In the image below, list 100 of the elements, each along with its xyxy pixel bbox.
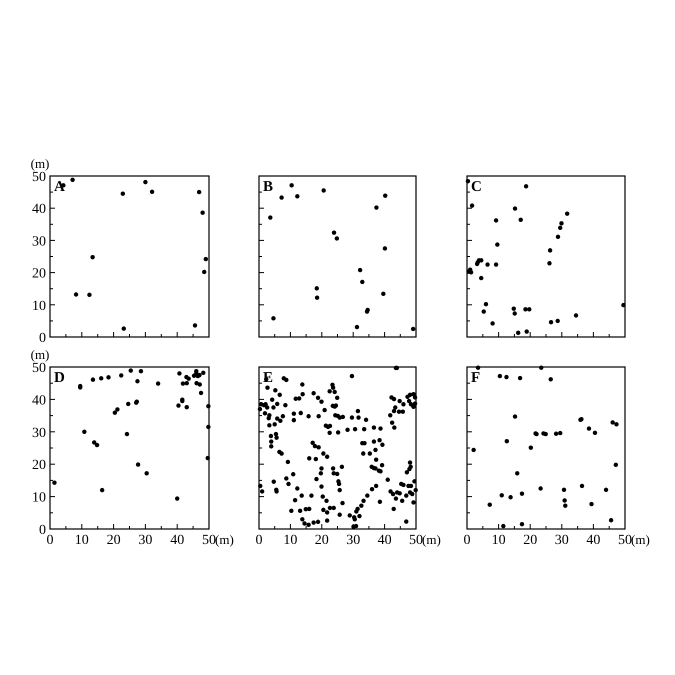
x-tick-label: 10 <box>74 533 89 548</box>
point <box>358 268 362 272</box>
point <box>70 178 75 182</box>
point <box>295 194 300 198</box>
point <box>332 230 336 235</box>
x-tick-label: 10 <box>492 533 506 548</box>
y-tick-label: 20 <box>32 458 46 474</box>
point <box>556 234 560 240</box>
point <box>383 193 388 198</box>
point <box>192 323 198 328</box>
point <box>490 321 495 326</box>
point <box>206 456 210 460</box>
point <box>524 329 529 334</box>
point <box>494 262 498 267</box>
point <box>204 256 208 262</box>
y-axis-title: (m) <box>30 156 50 171</box>
point <box>279 195 284 200</box>
point <box>471 448 476 452</box>
y-tick-label: 20 <box>32 266 46 282</box>
x-tick-label: 40 <box>170 533 184 548</box>
x-tick-label: 30 <box>346 533 360 548</box>
point <box>608 518 614 522</box>
point <box>374 205 379 210</box>
point <box>314 286 319 291</box>
x-axis-title: (m) <box>631 532 650 547</box>
point <box>119 373 124 378</box>
y-tick-label: 50 <box>32 361 46 376</box>
point <box>196 190 202 194</box>
point <box>501 524 506 528</box>
point <box>539 365 544 370</box>
point <box>504 374 509 380</box>
point <box>354 324 360 330</box>
point <box>520 491 524 496</box>
x-tick-label: 20 <box>314 533 329 548</box>
point <box>604 488 608 492</box>
point <box>268 215 273 220</box>
point <box>206 424 211 430</box>
point <box>106 375 111 380</box>
point <box>100 488 104 492</box>
point <box>559 221 564 226</box>
point <box>520 522 524 526</box>
point <box>124 432 130 436</box>
point <box>504 438 510 444</box>
point <box>610 420 615 425</box>
y-tick-label: 30 <box>32 426 46 441</box>
point <box>94 442 100 448</box>
point <box>112 410 118 415</box>
x-tick-label: 20 <box>106 533 121 548</box>
y-tick-label: 30 <box>32 234 46 250</box>
point <box>548 248 552 253</box>
point <box>126 402 130 406</box>
point <box>99 376 104 381</box>
point <box>614 462 618 468</box>
point <box>122 326 126 331</box>
chart-title: C <box>471 179 482 195</box>
point <box>135 379 140 384</box>
point <box>524 184 528 189</box>
point <box>271 316 276 321</box>
y-tick-label: 40 <box>32 393 46 408</box>
point <box>562 498 567 503</box>
y-tick-label: 0 <box>39 331 46 346</box>
x-axis-title: (m) <box>215 532 234 547</box>
x-axis-title: (m) <box>422 532 441 547</box>
point <box>562 488 566 492</box>
point <box>74 292 78 297</box>
point <box>360 280 365 284</box>
point <box>198 382 202 387</box>
point <box>512 206 518 211</box>
point <box>177 371 182 376</box>
point <box>202 270 206 274</box>
point <box>176 403 181 408</box>
point <box>92 440 96 445</box>
x-tick-label: 30 <box>138 533 152 548</box>
point <box>592 430 598 435</box>
point <box>512 414 518 419</box>
point <box>410 326 416 332</box>
x-tick-label: 40 <box>378 533 392 548</box>
point <box>175 496 180 501</box>
point <box>558 430 562 436</box>
x-tick-label: 10 <box>283 533 298 548</box>
point <box>321 188 326 193</box>
point <box>52 480 57 485</box>
y-tick-label: 10 <box>32 490 46 506</box>
point <box>466 178 470 184</box>
point <box>527 307 532 312</box>
chart-title: F <box>471 370 480 386</box>
y-tick-label: 0 <box>39 523 46 538</box>
point <box>555 318 560 324</box>
point <box>206 404 211 408</box>
chart-title: D <box>54 370 65 386</box>
y-axis-title: (m) <box>30 347 50 362</box>
point <box>528 445 534 450</box>
point <box>495 242 500 247</box>
point <box>494 218 498 223</box>
point <box>586 426 592 431</box>
point <box>515 471 520 476</box>
x-tick-label: 50 <box>409 533 423 548</box>
point <box>198 390 204 396</box>
point <box>558 226 562 230</box>
point <box>518 218 523 222</box>
